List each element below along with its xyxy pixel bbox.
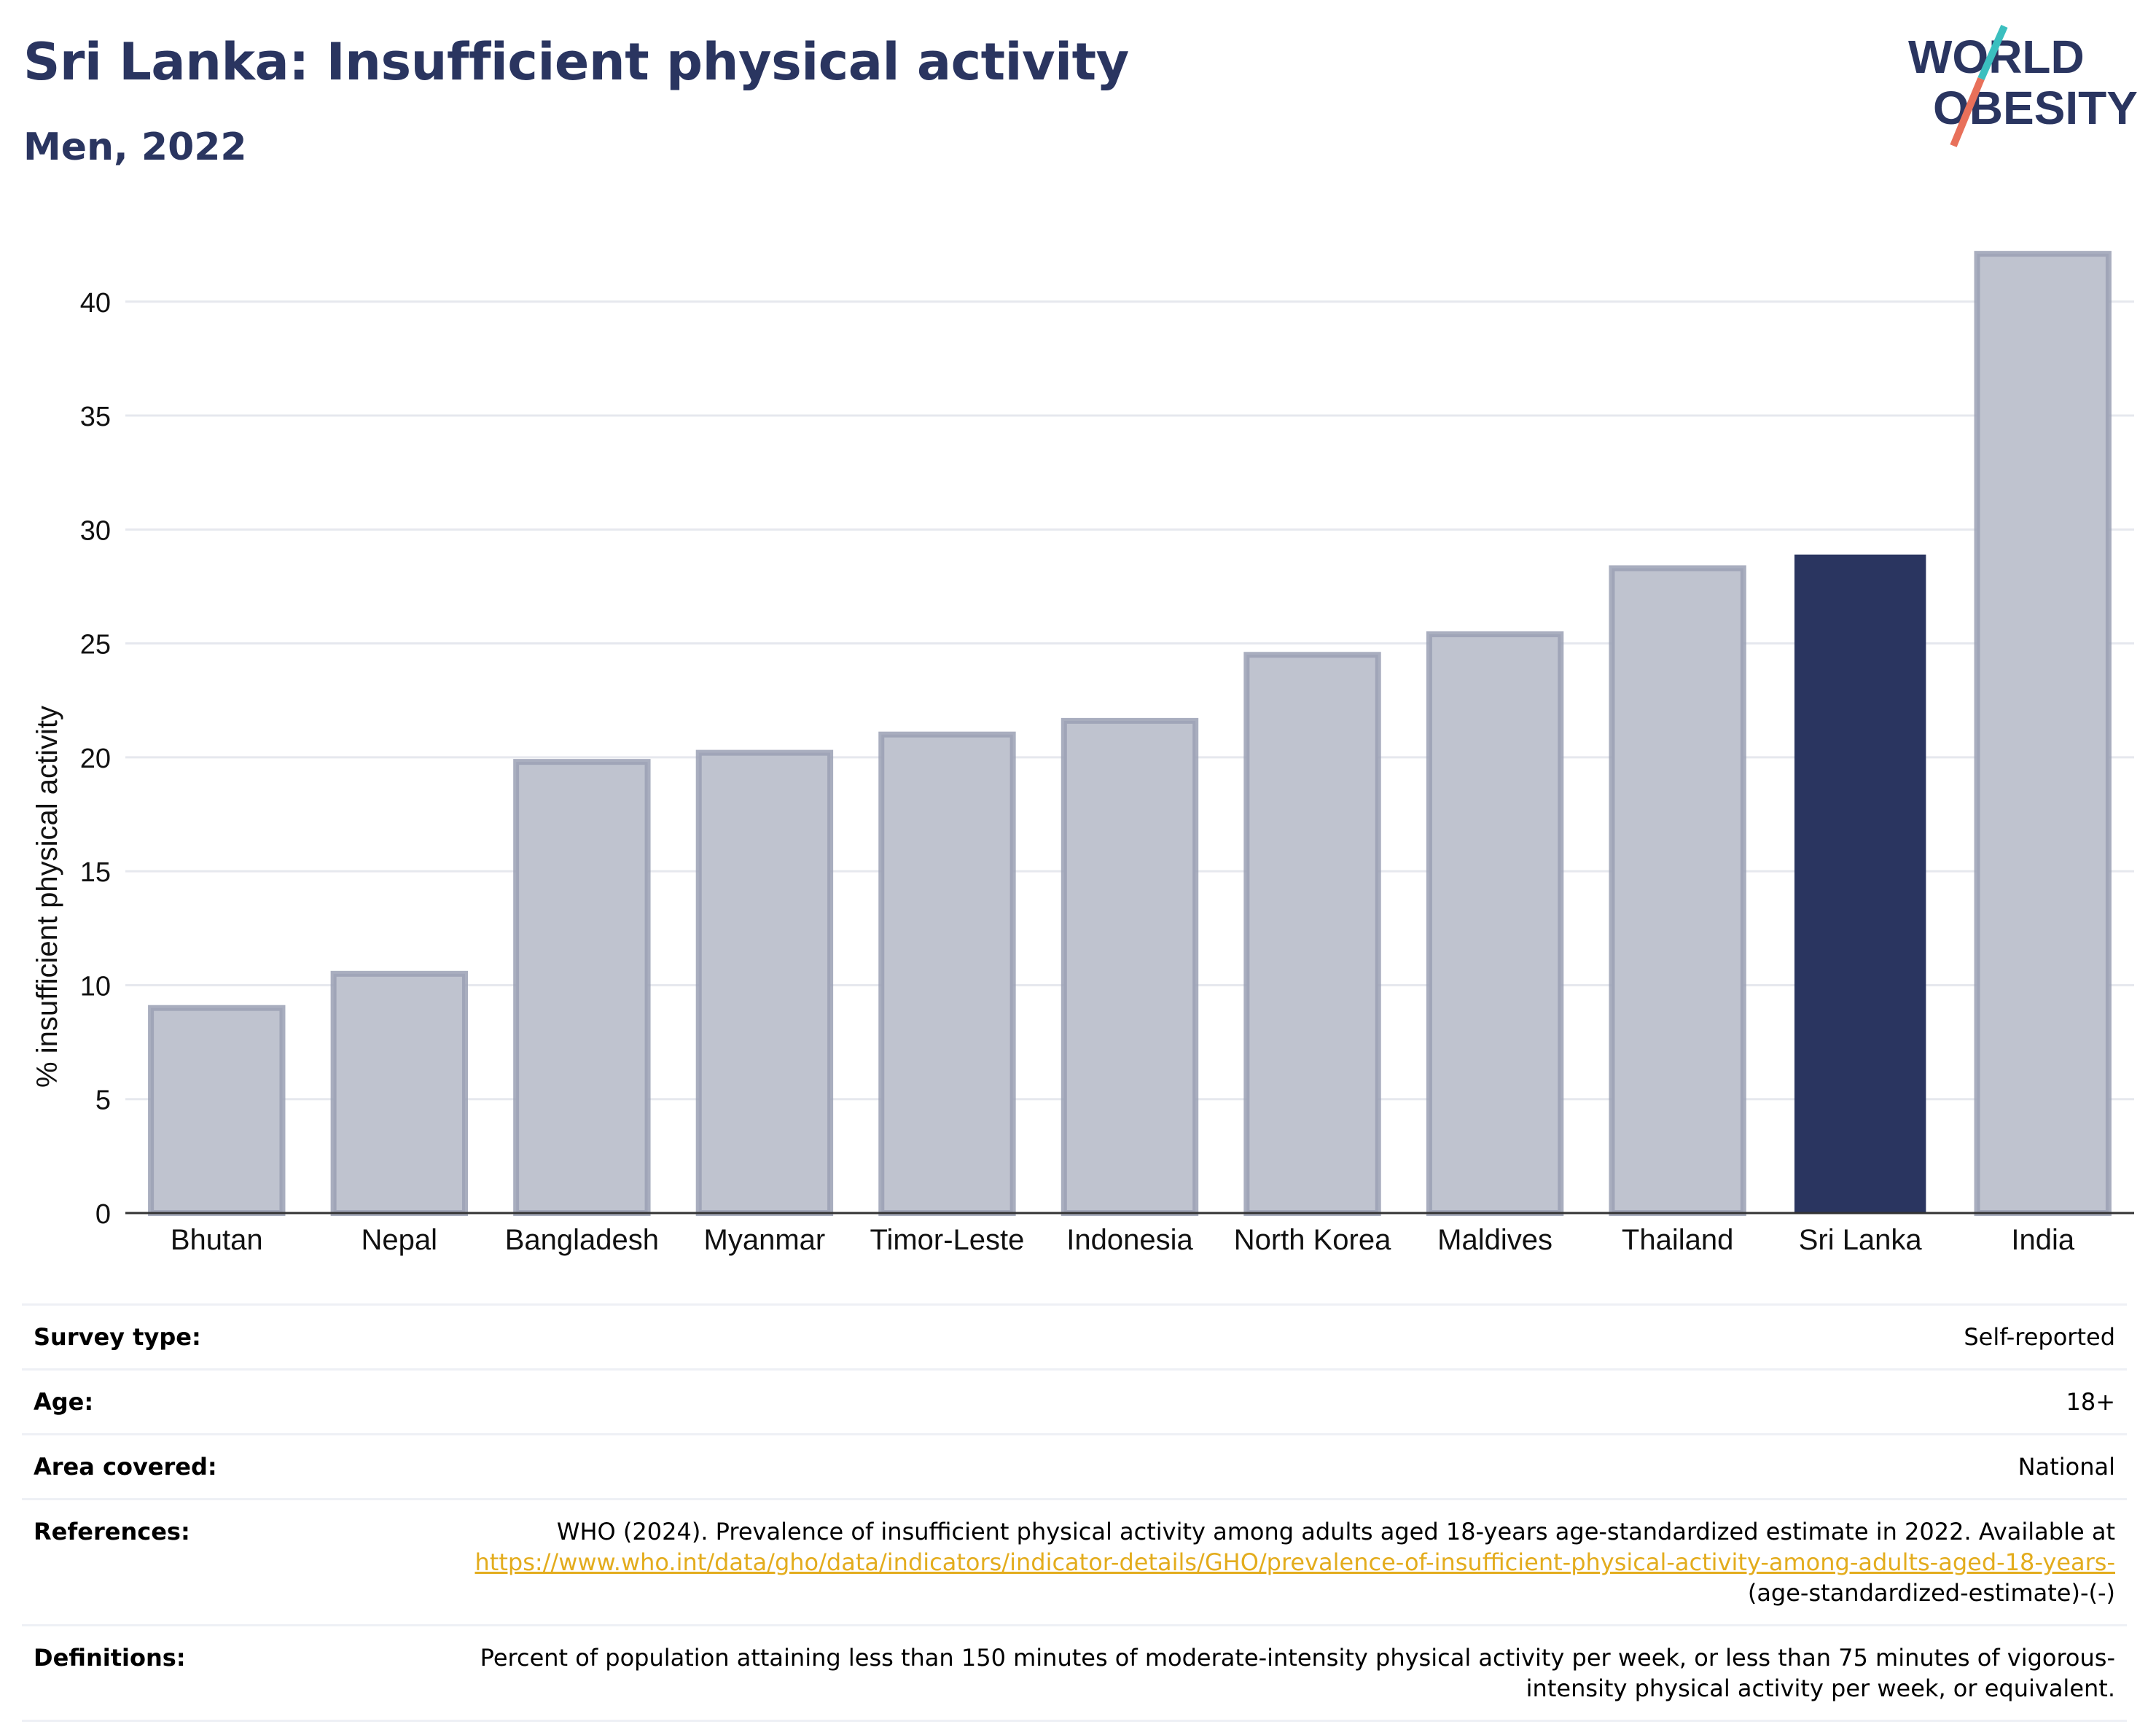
x-tick-label: Bhutan — [171, 1224, 263, 1256]
y-tick-label: 5 — [95, 1085, 111, 1116]
bar-bangladesh — [513, 759, 651, 1216]
survey-type-value: Self-reported — [1964, 1323, 2115, 1351]
logo-teal-stroke — [1977, 24, 2008, 81]
x-tick-label: Maldives — [1437, 1224, 1552, 1256]
x-tick-label: Thailand — [1622, 1224, 1733, 1256]
y-axis-label: % insufficient physical activity — [31, 706, 63, 1088]
area-label: Area covered: — [34, 1453, 217, 1481]
x-tick-label: India — [2011, 1224, 2074, 1256]
age-value: 18+ — [2066, 1388, 2115, 1416]
bar-bhutan — [148, 1005, 286, 1216]
logo-red-stroke — [1950, 77, 1985, 147]
y-tick-label: 25 — [80, 630, 111, 660]
references-link[interactable]: https://www.who.int/data/gho/data/indica… — [474, 1548, 2116, 1576]
info-table: Survey type: Self-reported Age: 18+ Area… — [22, 1303, 2127, 1722]
bar-myanmar — [695, 749, 834, 1216]
x-tick-label: Indonesia — [1066, 1224, 1193, 1256]
chart-title: Sri Lanka: Insufficient physical activit… — [23, 32, 1129, 92]
bar-maldives — [1426, 631, 1564, 1216]
x-tick-label: Myanmar — [704, 1224, 826, 1256]
survey-type-label: Survey type: — [34, 1323, 201, 1351]
bar-nepal — [330, 970, 469, 1216]
x-tick-label: Nepal — [362, 1224, 438, 1256]
y-tick-label: 10 — [80, 971, 111, 1002]
bar-sri-lanka — [1794, 554, 1926, 1213]
x-tick-label: North Korea — [1234, 1224, 1391, 1256]
y-tick-label: 0 — [95, 1199, 111, 1230]
references-value: WHO (2024). Prevalence of insufficient p… — [453, 1516, 2127, 1608]
chart-subtitle: Men, 2022 — [23, 125, 247, 169]
bar-chart: 0 5 10 15 20 25 30 35 40 Bhutan Nepal Bangladesh Mya… — [31, 251, 2134, 1256]
y-tick-label: 15 — [80, 857, 111, 888]
bar-timor-leste — [878, 731, 1016, 1216]
age-label: Age: — [34, 1388, 94, 1416]
definitions-row: Definitions: Percent of population attai… — [22, 1624, 2127, 1722]
bar-india — [1974, 251, 2112, 1216]
bars-layer — [148, 251, 2112, 1217]
y-tick-label: 30 — [80, 515, 111, 546]
definitions-label: Definitions: — [34, 1644, 186, 1672]
references-text: WHO (2024). Prevalence of insufficient p… — [556, 1518, 2115, 1545]
bar-thailand — [1609, 565, 1746, 1217]
definitions-value: Percent of population attaining less tha… — [480, 1644, 2115, 1702]
survey-type-row: Survey type: Self-reported — [22, 1303, 2127, 1368]
references-label: References: — [34, 1518, 190, 1545]
references-tail: (age-standardized-estimate)-(-) — [1747, 1579, 2115, 1607]
y-tick-label: 20 — [80, 744, 111, 774]
area-value: National — [2018, 1453, 2115, 1481]
world-obesity-logo: WORLD OBESITY — [1908, 24, 2138, 147]
bar-indonesia — [1061, 717, 1199, 1216]
age-row: Age: 18+ — [22, 1368, 2127, 1433]
area-row: Area covered: National — [22, 1433, 2127, 1498]
y-tick-label: 40 — [80, 288, 111, 319]
x-tick-label: Sri Lanka — [1799, 1224, 1923, 1256]
y-tick-label: 35 — [80, 402, 111, 432]
bar-north-korea — [1243, 652, 1381, 1216]
references-row: References: WHO (2024). Prevalence of in… — [22, 1498, 2127, 1624]
axis-layer: 0 5 10 15 20 25 30 35 40 Bhutan Nepal Bangladesh Mya… — [80, 288, 2134, 1256]
x-tick-label: Bangladesh — [505, 1224, 659, 1256]
x-tick-label: Timor-Leste — [870, 1224, 1025, 1256]
